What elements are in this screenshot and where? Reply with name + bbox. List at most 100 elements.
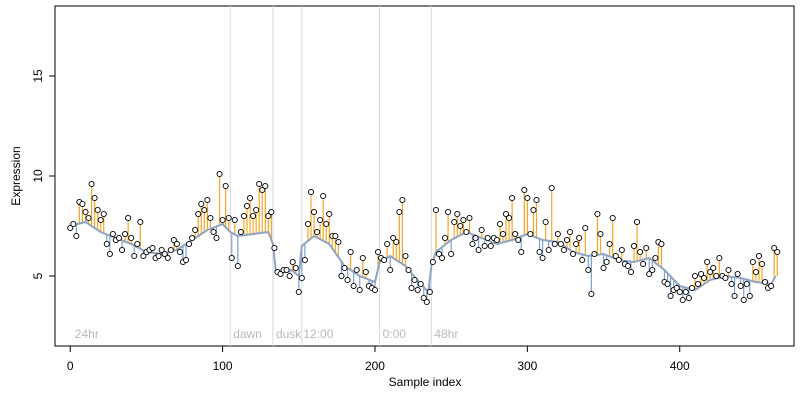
x-tick-label: 100 (213, 359, 233, 373)
data-point (304, 220, 311, 228)
data-point (475, 246, 482, 254)
data-point (216, 170, 223, 178)
y-axis: 5 10 15 (31, 69, 55, 279)
phase-label: dawn (233, 327, 262, 341)
data-point (664, 280, 671, 288)
data-point (344, 276, 351, 284)
data-point (100, 210, 107, 218)
data-point (609, 214, 616, 222)
data-point (109, 230, 116, 238)
data-point (728, 280, 735, 288)
data-point (207, 214, 214, 222)
data-point (667, 292, 674, 300)
data-point (615, 256, 622, 264)
data-point (634, 218, 641, 226)
data-point (612, 252, 619, 260)
phase-label: 0:00 (383, 327, 407, 341)
data-point (396, 208, 403, 216)
data-point (466, 214, 473, 222)
data-point (259, 186, 266, 194)
data-point (192, 226, 199, 234)
data-point (630, 242, 638, 250)
data-point (585, 266, 592, 274)
data-point (722, 274, 729, 282)
data-point (320, 192, 327, 200)
data-point (170, 236, 177, 244)
data-point (731, 292, 738, 300)
data-point (67, 224, 74, 232)
data-point (576, 234, 583, 242)
data-point (125, 214, 132, 222)
data-point (512, 230, 519, 238)
data-point (448, 250, 455, 258)
data-point (688, 284, 695, 292)
phase-label: 12:00 (303, 327, 333, 341)
y-axis-label: Expression (9, 146, 23, 205)
phase-label: 24hr (75, 327, 99, 341)
data-point (423, 298, 430, 306)
data-point (387, 266, 394, 274)
data-point (253, 206, 260, 214)
data-point (640, 260, 647, 268)
data-point (701, 274, 708, 282)
phase-label: dusk (276, 327, 302, 341)
data-point (338, 272, 345, 280)
data-point (128, 234, 135, 242)
data-point (743, 280, 750, 288)
data-point (445, 208, 452, 216)
data-point (94, 206, 101, 214)
data-point (624, 262, 631, 270)
data-point (213, 234, 220, 242)
data-point (588, 290, 595, 298)
data-point (310, 208, 318, 216)
data-point (234, 262, 241, 270)
data-point (399, 196, 406, 204)
data-point (155, 252, 162, 260)
residual-segments (69, 174, 778, 302)
data-point (673, 284, 680, 292)
data-point (350, 282, 357, 290)
data-point (752, 268, 759, 276)
data-point (106, 250, 113, 258)
data-point (353, 266, 360, 274)
data-point (597, 230, 604, 238)
data-point (652, 254, 659, 262)
data-point (484, 234, 491, 242)
data-point (417, 280, 424, 288)
data-point (246, 194, 254, 202)
data-point (432, 206, 439, 214)
data-point (347, 248, 354, 256)
data-point (198, 200, 205, 208)
data-point (186, 240, 193, 248)
data-point (228, 254, 235, 262)
data-point (243, 202, 251, 210)
data-point (487, 242, 494, 250)
data-point (131, 252, 138, 260)
data-point (393, 238, 400, 246)
data-point (649, 266, 656, 274)
x-axis: 0 100 200 300 400 (67, 346, 690, 373)
data-point (704, 258, 711, 266)
y-tick-label: 15 (31, 69, 45, 83)
data-point (268, 208, 275, 216)
data-point (499, 230, 507, 238)
data-point (295, 288, 302, 296)
data-point (509, 194, 516, 202)
data-point (755, 252, 763, 260)
data-point (713, 272, 720, 280)
data-point (457, 222, 464, 230)
data-point (694, 280, 702, 288)
data-point (579, 256, 586, 264)
data-point (758, 260, 766, 268)
data-point (201, 206, 208, 214)
data-point (182, 256, 190, 264)
data-point (679, 296, 686, 304)
data-point (606, 240, 613, 248)
data-point (426, 288, 433, 296)
data-point (384, 240, 391, 248)
data-point (603, 258, 610, 266)
data-point (277, 270, 284, 278)
data-point (442, 234, 449, 242)
data-point (381, 256, 388, 264)
